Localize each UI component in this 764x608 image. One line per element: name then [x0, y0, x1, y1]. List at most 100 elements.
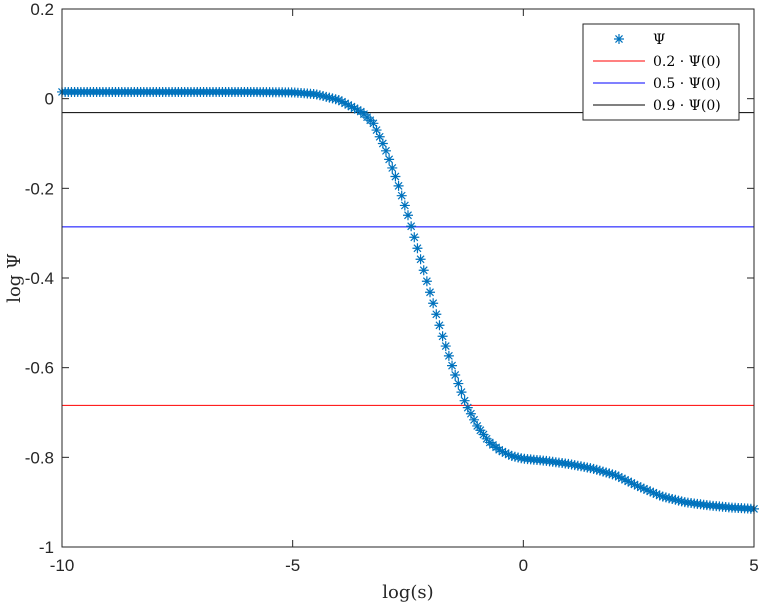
data-point: [390, 171, 401, 182]
data-point: [465, 408, 476, 419]
data-point: [513, 452, 524, 463]
data-point: [418, 265, 429, 276]
data-point: [434, 320, 445, 331]
legend-label: 0.2 · Ψ(0): [653, 54, 721, 70]
data-point: [667, 493, 678, 504]
data-point: [459, 395, 470, 406]
data-point: [566, 459, 577, 470]
x-tick-label: -5: [285, 556, 300, 575]
data-point: [393, 180, 404, 191]
legend-label: 0.5 · Ψ(0): [653, 76, 721, 92]
data-point: [497, 446, 508, 457]
data-point: [588, 463, 599, 474]
y-tick-label: 0: [45, 90, 54, 109]
data-point: [654, 490, 665, 501]
data-point: [330, 94, 341, 105]
data-point: [594, 465, 605, 476]
x-tick-label: -10: [50, 556, 75, 575]
data-point: [314, 90, 325, 101]
x-axis-label: log(s): [382, 582, 433, 603]
data-point: [421, 276, 432, 287]
data-point: [576, 461, 586, 472]
data-point: [610, 470, 621, 481]
data-point: [380, 145, 391, 156]
data-point: [607, 469, 618, 480]
data-point: [368, 118, 379, 129]
data-point: [500, 448, 511, 459]
data-point: [664, 493, 675, 504]
data-point: [333, 95, 344, 106]
data-point: [660, 492, 671, 503]
data-point: [324, 92, 335, 103]
legend-label: 0.9 · Ψ(0): [653, 98, 721, 114]
data-point: [503, 449, 514, 460]
data-point: [387, 162, 398, 173]
data-point: [384, 154, 395, 165]
data-point: [456, 387, 467, 398]
data-point: [626, 477, 637, 488]
data-point: [343, 99, 354, 110]
data-point: [635, 482, 646, 493]
data-point: [613, 471, 624, 482]
data-point: [604, 468, 615, 479]
data-point: [462, 402, 473, 413]
data-point: [591, 464, 602, 475]
data-point: [374, 131, 385, 142]
data-point: [598, 466, 609, 477]
data-point: [651, 489, 662, 500]
data-point: [412, 243, 423, 254]
x-tick-label: 0: [519, 556, 528, 575]
data-point: [657, 491, 668, 502]
legend-item: 0.9 · Ψ(0): [593, 98, 721, 114]
data-point: [475, 425, 486, 436]
data-point: [440, 341, 451, 352]
data-point: [321, 91, 332, 102]
data-point: [632, 480, 643, 491]
data-point: [453, 378, 464, 389]
x-tick-label: 5: [749, 556, 758, 575]
data-point: [638, 483, 649, 494]
data-point: [377, 138, 388, 149]
legend-item: 0.5 · Ψ(0): [593, 76, 721, 92]
data-point: [447, 360, 458, 371]
data-point: [443, 350, 454, 361]
data-point: [623, 476, 634, 487]
data-point: [585, 463, 596, 474]
data-point: [676, 496, 687, 507]
data-point: [579, 461, 590, 472]
data-point: [469, 414, 480, 425]
data-point: [346, 101, 357, 112]
y-tick-label: -1: [39, 538, 54, 557]
data-point: [645, 486, 656, 497]
data-point: [582, 462, 593, 473]
legend-item: Ψ: [614, 32, 665, 48]
data-point: [437, 331, 448, 342]
y-axis-label: log Ψ: [4, 253, 25, 303]
data-point: [572, 460, 583, 471]
series-psi: [57, 86, 759, 514]
data-point: [352, 104, 363, 115]
data-point: [318, 91, 329, 102]
data-point: [425, 287, 436, 298]
data-point: [431, 309, 442, 320]
data-point: [629, 479, 640, 490]
legend-label: Ψ: [653, 32, 665, 48]
data-point: [396, 190, 407, 201]
data-point: [620, 474, 631, 485]
data-point: [399, 200, 410, 211]
data-point: [472, 420, 483, 431]
data-point: [616, 473, 627, 484]
y-tick-label: 0.2: [30, 0, 54, 19]
legend: Ψ 0.2 · Ψ(0) 0.5 · Ψ(0) 0.9 · Ψ(0): [582, 23, 740, 121]
data-point: [670, 494, 681, 505]
y-tick-label: -0.2: [25, 179, 54, 198]
data-point: [336, 96, 347, 107]
data-point: [428, 298, 439, 309]
y-tick-label: -0.8: [25, 448, 54, 467]
data-point: [349, 103, 360, 114]
data-point: [450, 370, 461, 381]
data-point: [478, 429, 489, 440]
data-point: [327, 93, 338, 104]
data-point: [509, 451, 520, 462]
